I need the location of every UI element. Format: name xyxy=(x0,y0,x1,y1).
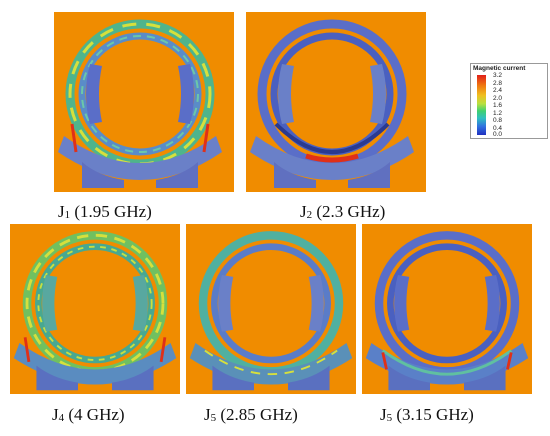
inner-ring-current xyxy=(274,122,390,154)
right-feed-stub xyxy=(288,365,330,391)
inner-ring-hotspots xyxy=(81,35,199,153)
right-patch xyxy=(132,275,148,332)
panel-j2 xyxy=(246,12,426,192)
color-legend: Magnetic current 3.2 2.8 2.4 2.0 1.6 1.2… xyxy=(470,63,548,139)
bottom-arc-strip xyxy=(13,343,177,385)
hotspot-right xyxy=(506,352,513,370)
left-patch xyxy=(42,275,58,332)
inner-ring xyxy=(387,243,507,364)
right-feed-stub xyxy=(464,365,506,391)
current-map-j5a xyxy=(186,224,356,394)
bottom-arc-strip xyxy=(365,343,529,385)
current-map-j1 xyxy=(54,12,234,192)
hotspot-right xyxy=(159,337,167,363)
left-feed-stub xyxy=(212,365,254,391)
legend-tick: 1.2 xyxy=(493,109,503,117)
right-feed-stub xyxy=(348,162,390,188)
left-patch xyxy=(86,64,102,124)
bottom-arc-strip xyxy=(189,343,353,385)
legend-color-bar xyxy=(477,75,486,135)
current-map-j2 xyxy=(246,12,426,192)
hotspot-left xyxy=(23,337,31,363)
left-feed-stub xyxy=(36,365,78,391)
left-feed-stub xyxy=(274,162,316,188)
panel-j4 xyxy=(10,224,180,394)
outer-ring-hotspots xyxy=(25,233,165,373)
bottom-arc-strip xyxy=(58,136,222,180)
hotspot-right xyxy=(202,123,210,153)
legend-tick: 0.0 xyxy=(493,131,503,138)
left-patch xyxy=(278,64,294,124)
left-feed-stub xyxy=(388,365,430,391)
right-feed-stub xyxy=(156,162,198,188)
right-patch xyxy=(370,64,386,124)
inner-ring-hotspots xyxy=(37,245,153,361)
panel-j1 xyxy=(54,12,234,192)
legend-title: Magnetic current xyxy=(473,65,526,72)
legend-tick: 1.6 xyxy=(493,102,503,109)
hotspot-left xyxy=(70,123,78,153)
bottom-arc-current xyxy=(381,349,513,376)
caption-j2: J2 (2.3 GHz) xyxy=(300,202,386,221)
legend-tick: 0.4 xyxy=(493,124,503,132)
bottom-arc-hotspots xyxy=(204,349,338,375)
hotspot-bottom xyxy=(305,153,359,163)
current-map-j5b xyxy=(362,224,532,394)
caption-j1: J1 (1.95 GHz) xyxy=(58,202,152,221)
current-map-j4 xyxy=(10,224,180,394)
right-patch xyxy=(484,275,500,332)
panel-j5b xyxy=(362,224,532,394)
panel-j5a xyxy=(186,224,356,394)
inner-ring xyxy=(211,243,331,364)
caption-j5a: J5 (2.85 GHz) xyxy=(204,405,298,424)
bottom-arc-strip xyxy=(250,136,414,180)
hotspot-left xyxy=(381,352,388,370)
legend-tick: 0.8 xyxy=(493,117,503,124)
left-patch xyxy=(394,275,410,332)
caption-j5b: J5 (3.15 GHz) xyxy=(380,405,474,424)
legend-tick: 3.2 xyxy=(493,72,503,79)
left-patch xyxy=(218,275,234,332)
legend-tick: 2.8 xyxy=(493,79,503,87)
right-patch xyxy=(308,275,324,332)
right-patch xyxy=(178,64,194,124)
left-feed-stub xyxy=(82,162,124,188)
caption-j4: J4 (4 GHz) xyxy=(52,405,125,424)
legend-tick: 2.4 xyxy=(493,87,503,94)
right-feed-stub xyxy=(112,365,154,391)
legend-tick: 2.0 xyxy=(493,94,503,102)
